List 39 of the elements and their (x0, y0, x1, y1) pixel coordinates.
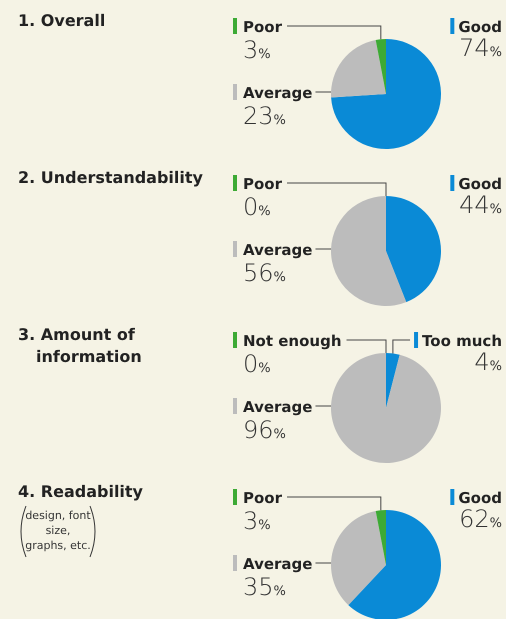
legend-label: Average (243, 241, 312, 259)
legend-label: Good (458, 489, 502, 507)
text: design, font size, graphs, etc. (25, 509, 92, 552)
pie-slice (376, 39, 386, 94)
text: 1. Overall (18, 11, 106, 30)
pie-slice (331, 196, 406, 306)
text: 4. Readability (18, 482, 144, 501)
data-label: 74% (459, 34, 502, 62)
data-label: 3% (243, 36, 271, 64)
data-label: 3% (243, 507, 271, 535)
pie-slice (386, 353, 400, 408)
pie-slice (331, 353, 441, 463)
data-label: 4% (474, 348, 502, 376)
legend-label: Poor (243, 18, 283, 36)
pie-slice (386, 196, 441, 302)
pie-slice (331, 40, 386, 98)
data-label: 62% (459, 505, 502, 533)
data-label: 44% (459, 191, 502, 219)
data-label: 23% (243, 102, 286, 130)
data-label: 35% (243, 573, 286, 601)
legend-label: Poor (243, 489, 283, 507)
legend-label: Poor (243, 175, 283, 193)
data-label: 56% (243, 259, 286, 287)
legend-label: Average (243, 398, 312, 416)
legend-label: Average (243, 555, 312, 573)
pie-slice (348, 510, 441, 619)
legend-label: Good (458, 175, 502, 193)
legend-label: Too much (422, 332, 502, 350)
legend-label: Not enough (243, 332, 342, 350)
text: 0% (243, 350, 271, 378)
legend-label: Average (243, 84, 312, 102)
chart-title: 2. Understandability (18, 168, 204, 187)
data-label: 96% (243, 416, 286, 444)
text: 3. Amount of information (18, 325, 142, 366)
legend-label: Good (458, 18, 502, 36)
text: 0% (243, 193, 271, 221)
pie-slice (376, 510, 386, 565)
pie-slice (331, 39, 441, 149)
pie-slice (331, 510, 386, 606)
